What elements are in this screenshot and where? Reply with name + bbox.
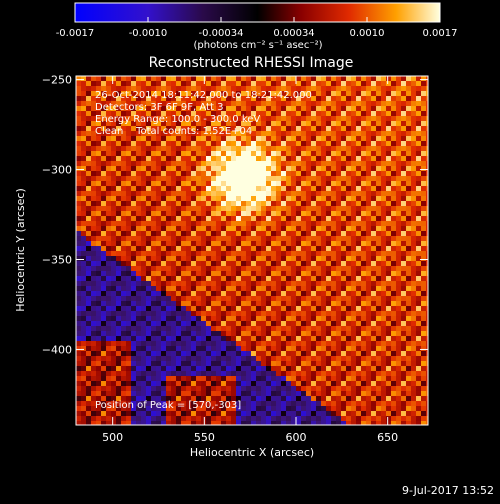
colorbar-tick-label: 0.00034 <box>273 28 314 39</box>
colorbar-tick-label: -0.0017 <box>56 28 95 39</box>
y-tick-label: −350 <box>42 253 72 266</box>
annotation-detectors: Detectors: 3F 6F 9F, Att 3 <box>95 102 223 113</box>
chart-title: Reconstructed RHESSI Image <box>149 55 354 71</box>
annotation-counts: Clean Total counts: 1.52E+04 <box>95 126 252 137</box>
x-tick-label: 650 <box>377 431 398 444</box>
x-tick-label: 600 <box>286 431 307 444</box>
colorbar-tick-label: 0.0010 <box>350 28 385 39</box>
x-tick-label: 550 <box>194 431 215 444</box>
annotation-energy: Energy Range: 100.0 - 300.0 keV <box>95 114 260 125</box>
annotation-time: 26-Oct-2014 18:11:42.000 to 18:21:42.000 <box>95 90 312 101</box>
y-tick-label: −250 <box>42 74 72 87</box>
y-axis-label: Heliocentric Y (arcsec) <box>14 188 27 312</box>
peak-label: Position of Peak = [570,-303] <box>95 400 241 411</box>
x-axis-label: Heliocentric X (arcsec) <box>190 446 314 459</box>
colorbar-tick-label: -0.0010 <box>129 28 168 39</box>
colorbar-label: (photons cm⁻² s⁻¹ asec⁻²) <box>193 40 322 51</box>
x-tick-label: 500 <box>102 431 123 444</box>
y-tick-label: −300 <box>42 164 72 177</box>
footer-date: 9-Jul-2017 13:52 <box>402 484 494 497</box>
colorbar-tick-label: 0.0017 <box>423 28 458 39</box>
colorbar <box>75 3 440 22</box>
y-tick-label: −400 <box>42 343 72 356</box>
colorbar-tick-label: -0.00034 <box>199 28 244 39</box>
